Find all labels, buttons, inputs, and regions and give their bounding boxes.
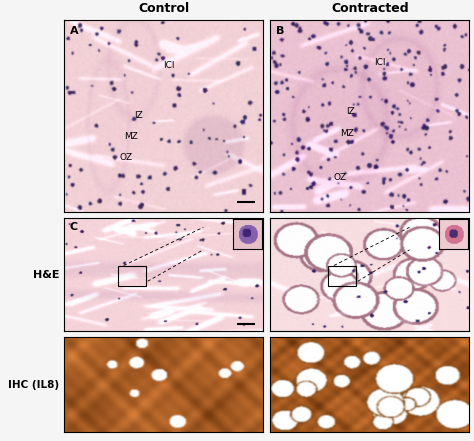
Text: ICI: ICI [164, 61, 175, 71]
Text: B: B [276, 26, 284, 36]
Text: IZ: IZ [346, 108, 355, 116]
Text: Contracted: Contracted [331, 2, 409, 15]
Text: C: C [70, 222, 78, 232]
Bar [118, 265, 146, 286]
Text: MZ: MZ [340, 128, 354, 138]
Text: MZ: MZ [124, 132, 137, 142]
Text: OZ: OZ [120, 153, 133, 162]
Text: IZ: IZ [134, 111, 142, 120]
Text: ICI: ICI [374, 57, 385, 67]
Text: OZ: OZ [334, 172, 347, 182]
Text: H&E: H&E [33, 269, 59, 280]
Text: IHC (IL8): IHC (IL8) [8, 380, 59, 390]
Bar [328, 265, 356, 286]
Text: A: A [70, 26, 79, 36]
Text: Control: Control [138, 2, 189, 15]
